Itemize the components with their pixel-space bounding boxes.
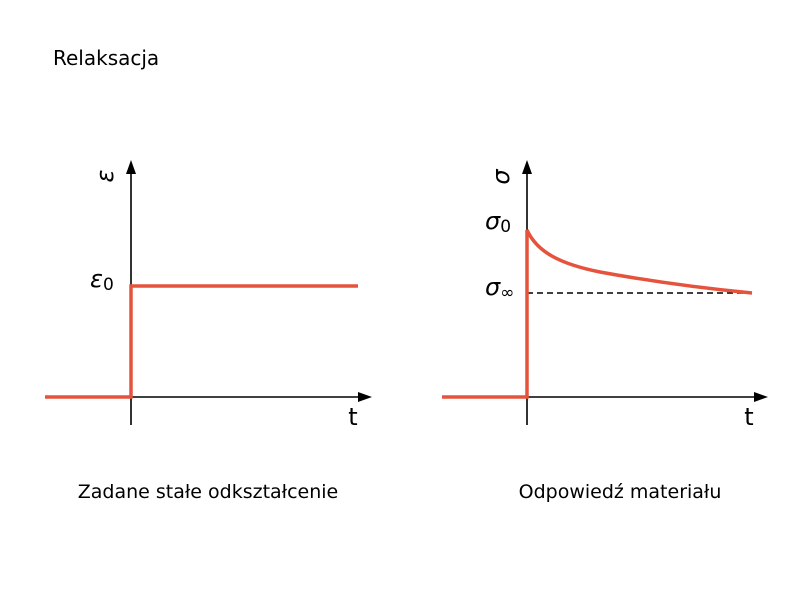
subscript: ∞: [500, 283, 514, 303]
title: Relaksacja: [53, 46, 159, 70]
strain-curve: [45, 284, 358, 399]
caption: Odpowiedź materiału: [519, 481, 722, 503]
arrow: [358, 392, 372, 402]
y-label: ε: [91, 169, 119, 182]
caption: Zadane stałe odkształcenie: [78, 481, 338, 503]
y-label: σ: [487, 169, 515, 185]
strain-panel: ε ε0 t Zadane stałe odkształcenie: [45, 160, 372, 503]
arrow: [754, 392, 768, 402]
x-label: t: [348, 403, 357, 431]
symbol: σ: [485, 273, 501, 301]
subscript: 0: [103, 275, 114, 295]
arrow: [126, 160, 136, 174]
start-label: σ0: [485, 207, 511, 237]
symbol: σ: [485, 207, 501, 235]
stress-curve: [442, 229, 753, 399]
level-label: ε0: [90, 265, 114, 295]
symbol: ε: [90, 265, 103, 293]
stress-panel: σ σ0 σ∞ t Odpowiedź materiału: [442, 160, 768, 503]
limit-label: σ∞: [485, 273, 514, 303]
x-label: t: [744, 403, 753, 431]
arrow: [522, 160, 532, 174]
subscript: 0: [500, 217, 511, 237]
